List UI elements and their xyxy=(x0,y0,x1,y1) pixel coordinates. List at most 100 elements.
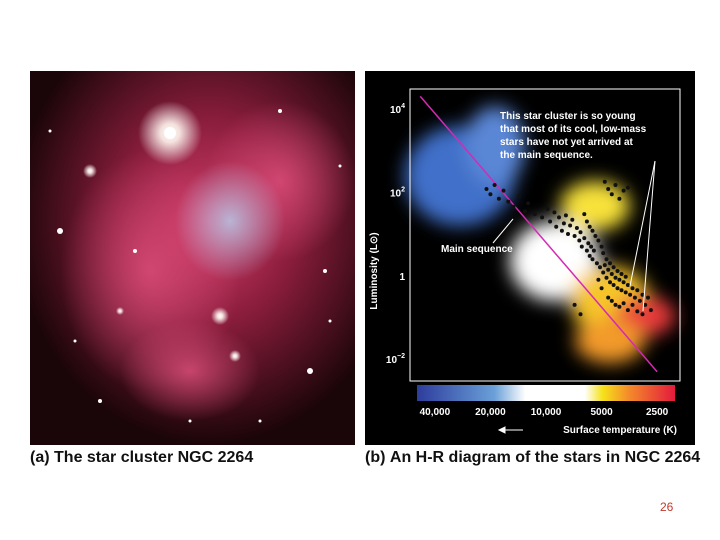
data-point xyxy=(619,272,624,276)
data-point xyxy=(648,308,653,313)
data-point xyxy=(613,275,618,280)
plot-frame xyxy=(409,88,681,382)
data-point xyxy=(613,302,618,307)
x-tick-label: 10,000 xyxy=(531,407,562,418)
svg-text:the main sequence.: the main sequence. xyxy=(500,150,593,161)
panel-b-caption: (b) An H-R diagram of the stars in NGC 2… xyxy=(365,449,700,467)
data-point xyxy=(609,298,614,303)
data-point xyxy=(570,217,575,222)
data-point xyxy=(552,210,557,215)
x-axis-arrow xyxy=(497,426,523,434)
data-point xyxy=(625,283,630,287)
data-point xyxy=(604,275,609,280)
data-point xyxy=(577,238,582,243)
data-point xyxy=(501,188,506,193)
data-point xyxy=(566,232,570,236)
data-point xyxy=(561,221,566,226)
data-point xyxy=(625,185,630,190)
x-tick-labels: 40,000 20,000 10,000 5000 2500 xyxy=(420,407,669,418)
data-point xyxy=(594,261,599,266)
data-point xyxy=(568,223,573,228)
svg-text:that most of its cool, low-mas: that most of its cool, low-mass xyxy=(500,124,647,135)
data-point xyxy=(596,277,601,282)
data-point xyxy=(591,248,596,253)
ngc2264-photo xyxy=(30,71,355,445)
data-point xyxy=(606,267,611,272)
main-sequence-label: Main sequence xyxy=(441,244,513,255)
panel-a-caption: (a) The star cluster NGC 2264 xyxy=(30,449,253,467)
data-point xyxy=(621,280,626,285)
data-point xyxy=(545,206,550,211)
data-point xyxy=(586,241,591,246)
data-point xyxy=(579,244,584,249)
data-point xyxy=(604,257,609,262)
data-point xyxy=(523,209,527,214)
data-point xyxy=(572,234,577,238)
data-point xyxy=(572,302,577,307)
y-axis-label: Luminosity (L⊙) xyxy=(369,232,380,309)
data-point xyxy=(613,183,618,187)
data-point xyxy=(617,304,622,309)
panel-a-title: The star cluster NGC 2264 xyxy=(54,449,254,466)
data-point xyxy=(590,228,595,233)
data-point xyxy=(548,219,553,224)
data-point xyxy=(582,212,587,217)
slide-number: 26 xyxy=(660,500,674,514)
data-point xyxy=(496,196,501,201)
data-point xyxy=(608,261,612,266)
data-point xyxy=(609,272,614,276)
data-point xyxy=(587,224,592,229)
data-point xyxy=(625,308,630,313)
data-point xyxy=(596,238,601,243)
x-tick-label: 40,000 xyxy=(420,407,451,418)
data-point xyxy=(646,295,650,300)
data-point xyxy=(617,277,622,282)
panel-b-title: An H-R diagram of the stars in NGC 2264 xyxy=(389,449,701,466)
data-point xyxy=(488,192,493,197)
data-point xyxy=(635,309,640,314)
x-tick-label: 5000 xyxy=(590,407,613,418)
data-point xyxy=(492,183,497,187)
data-point xyxy=(621,188,626,193)
data-point xyxy=(563,213,568,218)
data-point xyxy=(582,236,587,241)
svg-text:stars have not yet arrived at: stars have not yet arrived at xyxy=(500,137,634,148)
data-point xyxy=(615,286,620,291)
data-point xyxy=(621,301,626,306)
data-point xyxy=(623,290,628,295)
data-point xyxy=(599,286,604,291)
panel-a-label: (a) xyxy=(30,449,50,466)
data-point xyxy=(606,295,611,300)
data-point xyxy=(574,226,579,230)
data-point xyxy=(602,263,607,268)
data-point xyxy=(611,265,616,270)
data-points xyxy=(484,179,653,317)
data-point xyxy=(526,201,531,206)
y-tick-label: 1 xyxy=(399,272,405,283)
data-point xyxy=(601,270,606,275)
data-point xyxy=(540,215,545,220)
data-point xyxy=(630,286,635,291)
data-point xyxy=(617,196,622,201)
data-point xyxy=(559,228,564,233)
x-axis-label: Surface temperature (K) xyxy=(563,425,677,436)
data-point xyxy=(584,248,589,253)
main-sequence-pointer xyxy=(492,218,514,244)
data-point xyxy=(643,302,648,307)
data-point xyxy=(511,204,516,209)
data-point xyxy=(578,312,583,317)
data-point xyxy=(599,244,604,249)
data-point xyxy=(589,244,594,249)
data-point xyxy=(640,312,645,317)
data-point xyxy=(608,280,612,285)
data-point xyxy=(484,187,489,191)
data-point xyxy=(611,283,616,287)
young-stars-annotation: This star cluster is so young that most … xyxy=(500,111,647,161)
data-point xyxy=(593,234,598,238)
annotation-pointers xyxy=(629,160,656,312)
data-point xyxy=(628,292,633,297)
data-point xyxy=(598,265,602,270)
data-point xyxy=(640,292,645,297)
data-point xyxy=(630,302,635,307)
